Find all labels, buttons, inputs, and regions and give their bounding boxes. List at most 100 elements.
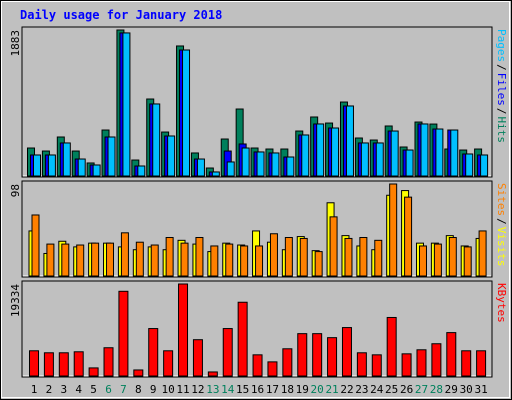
bar xyxy=(448,237,457,277)
x-tick-label: 22 xyxy=(340,383,353,396)
x-tick-label: 21 xyxy=(325,383,338,396)
x-tick-label: 29 xyxy=(445,383,458,396)
bar xyxy=(91,242,100,277)
bar xyxy=(286,156,295,177)
bar xyxy=(103,347,114,377)
bar xyxy=(252,354,263,377)
bar xyxy=(77,158,86,177)
bar xyxy=(465,153,474,177)
bar xyxy=(299,237,308,277)
bar xyxy=(163,350,174,377)
bar xyxy=(345,105,354,177)
bar xyxy=(401,353,412,377)
bar xyxy=(405,149,414,177)
bar xyxy=(120,232,129,277)
x-tick-label: 17 xyxy=(266,383,279,396)
bar xyxy=(178,283,189,377)
bar xyxy=(341,327,352,377)
legend: Pages / Files / Hits xyxy=(495,29,508,143)
bar xyxy=(211,171,220,177)
bar xyxy=(182,49,191,177)
bar xyxy=(195,237,204,277)
bar xyxy=(43,352,54,377)
legend-entry: KBytes xyxy=(495,283,508,323)
bar xyxy=(180,242,189,277)
bar xyxy=(446,332,457,377)
bar xyxy=(416,349,427,377)
legend-entry: Hits xyxy=(495,117,508,144)
bar xyxy=(329,216,338,277)
bar xyxy=(122,32,131,177)
x-tick-label: 1 xyxy=(31,383,38,396)
bar xyxy=(360,142,369,177)
x-tick-label: 27 xyxy=(415,383,428,396)
bar xyxy=(73,351,84,377)
bar xyxy=(371,354,382,377)
legend-entry: Sites xyxy=(495,183,508,216)
x-tick-label: 19 xyxy=(296,383,309,396)
bar xyxy=(76,244,85,277)
bar xyxy=(404,196,413,277)
bar xyxy=(152,103,161,177)
x-tick-label: 15 xyxy=(236,383,249,396)
bar xyxy=(226,161,235,177)
bar xyxy=(241,147,250,177)
bar xyxy=(461,350,472,377)
bar xyxy=(374,239,383,277)
bar xyxy=(33,154,41,177)
bar xyxy=(314,251,323,277)
bar xyxy=(167,135,176,177)
x-tick-label: 26 xyxy=(400,383,413,396)
legend: Sites / Visits xyxy=(495,183,508,267)
bar xyxy=(150,244,159,277)
bar xyxy=(135,241,144,277)
x-tick-label: 14 xyxy=(221,383,235,396)
bar xyxy=(463,246,472,277)
bar xyxy=(256,151,265,177)
bar xyxy=(148,328,159,377)
y-tick-label: 98 xyxy=(9,184,22,197)
x-tick-label: 18 xyxy=(281,383,294,396)
bar xyxy=(47,154,56,177)
bar xyxy=(271,152,280,177)
bar xyxy=(58,352,69,377)
bar xyxy=(389,183,398,277)
x-tick-label: 4 xyxy=(75,383,82,396)
x-tick-label: 3 xyxy=(60,383,67,396)
bar xyxy=(359,237,368,277)
bar xyxy=(240,245,249,277)
bar xyxy=(282,348,293,377)
bar xyxy=(316,123,325,177)
x-tick-label: 11 xyxy=(176,383,189,396)
bar xyxy=(192,339,203,377)
bar xyxy=(255,245,264,277)
x-tick-label: 5 xyxy=(90,383,97,396)
bar xyxy=(480,154,489,177)
bar xyxy=(312,333,323,377)
y-tick-label: 1883 xyxy=(9,30,22,57)
x-tick-label: 9 xyxy=(150,383,157,396)
x-tick-label: 31 xyxy=(474,383,487,396)
bar xyxy=(476,350,487,377)
legend-separator: / xyxy=(495,108,508,115)
bar xyxy=(62,142,71,177)
bar xyxy=(92,164,101,177)
legend-separator: / xyxy=(495,218,508,225)
bar xyxy=(196,158,205,177)
legend-entry: Pages xyxy=(495,29,508,62)
legend-separator: / xyxy=(495,64,508,71)
bar xyxy=(222,328,233,377)
legend: KBytes xyxy=(495,283,508,323)
x-tick-label: 6 xyxy=(105,383,112,396)
bar xyxy=(107,136,116,177)
bar xyxy=(433,243,442,277)
x-tick-label: 10 xyxy=(162,383,175,396)
bar xyxy=(137,165,146,177)
x-tick-label: 13 xyxy=(206,383,219,396)
bar xyxy=(420,123,429,177)
x-tick-label: 2 xyxy=(46,383,53,396)
bar xyxy=(327,337,338,377)
bar xyxy=(356,352,367,377)
